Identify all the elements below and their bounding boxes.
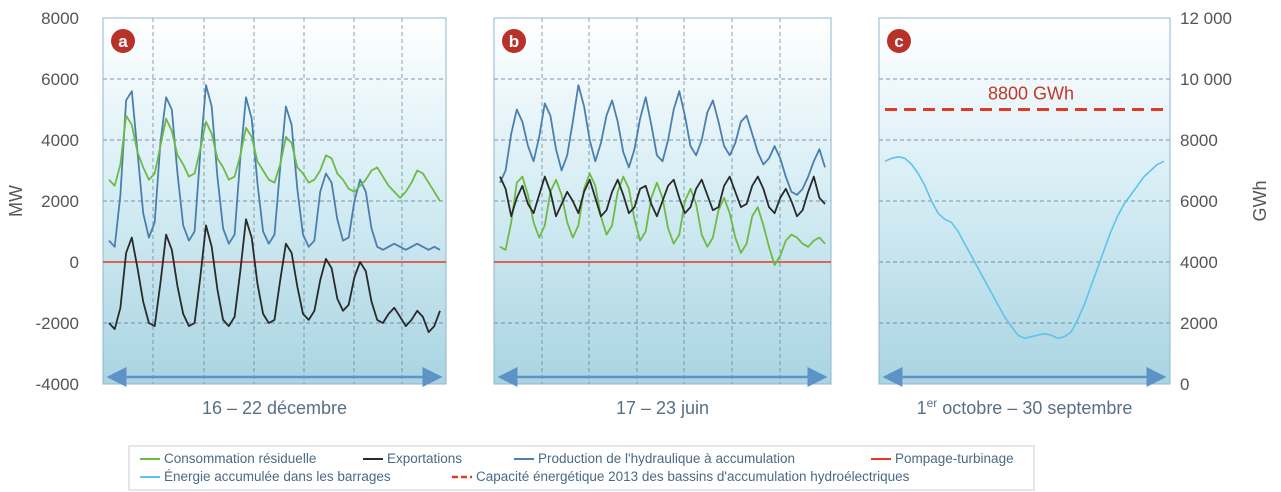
panel-badge — [109, 27, 137, 55]
capacity-label: 8800 GWh — [988, 84, 1074, 104]
right-axis-label: GWh — [1250, 180, 1270, 221]
panel-c: c 1er octobre – 30 septembre 8800 GWh — [878, 17, 1171, 418]
right-tick-label: 6000 — [1180, 192, 1218, 211]
period-label: 1er octobre – 30 septembre — [917, 396, 1133, 418]
right-tick-label: 10 000 — [1180, 70, 1232, 89]
period-label: 16 – 22 décembre — [202, 398, 347, 418]
left-tick-label: 2000 — [41, 192, 79, 211]
left-tick-label: 4000 — [41, 131, 79, 150]
series-exports — [108, 218, 441, 334]
series-exports — [499, 175, 826, 218]
series-hydro — [108, 84, 441, 251]
series-hydro — [499, 84, 826, 196]
right-tick-label: 12 000 — [1180, 9, 1232, 28]
series-residual — [108, 114, 441, 202]
legend: Consommation résiduelle Exportations Produ… — [128, 445, 1035, 491]
legend-label-hydro: Production de l'hydraulique à accumulati… — [538, 451, 795, 466]
legend-label-stored: Énergie accumulée dans les barrages — [164, 469, 391, 484]
left-tick-label: 6000 — [41, 70, 79, 89]
legend-label-exports: Exportations — [387, 451, 462, 466]
left-tick-label: -4000 — [36, 375, 79, 394]
left-tick-label: -2000 — [36, 314, 79, 333]
period-label: 17 – 23 juin — [616, 398, 709, 418]
panel-badge — [885, 27, 913, 55]
left-axis-label: MW — [6, 185, 26, 217]
right-tick-label: 4000 — [1180, 253, 1218, 272]
panel-badge — [500, 27, 528, 55]
panel-badge-label: b — [509, 32, 519, 51]
legend-label-residual: Consommation résiduelle — [164, 451, 316, 466]
legend-label-capacity: Capacité énergétique 2013 des bassins d'… — [476, 469, 910, 484]
panel-a: a 16 – 22 décembre — [102, 17, 447, 418]
right-tick-label: 0 — [1180, 375, 1189, 394]
right-tick-label: 8000 — [1180, 131, 1218, 150]
panel-badge-label: a — [118, 32, 128, 51]
left-tick-label: 0 — [70, 253, 79, 272]
panel-badge-label: c — [894, 32, 903, 51]
left-tick-label: 8000 — [41, 9, 79, 28]
legend-label-pumping: Pompage-turbinage — [895, 451, 1014, 466]
panel-b: b 17 – 23 juin — [493, 17, 832, 418]
right-tick-label: 2000 — [1180, 314, 1218, 333]
series-stored — [884, 156, 1165, 340]
panel-background — [879, 18, 1170, 384]
series-residual — [499, 172, 826, 267]
